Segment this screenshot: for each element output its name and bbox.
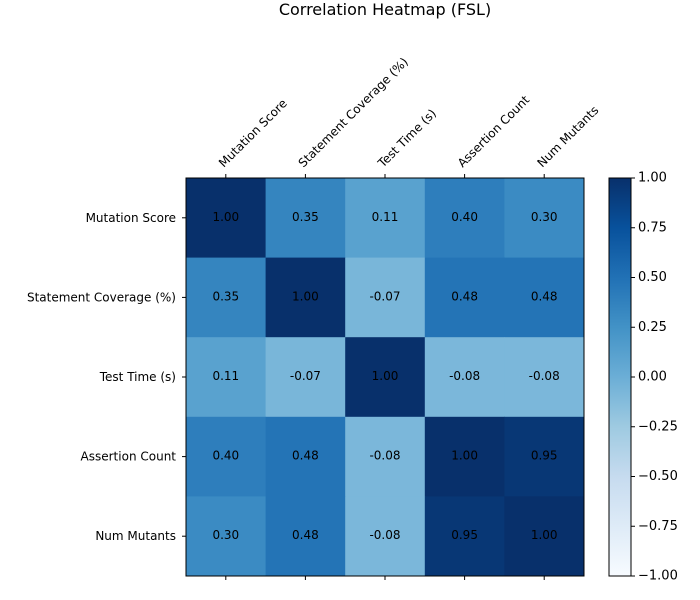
- heatmap-cell: [504, 416, 585, 497]
- cell-value-label: 0.11: [372, 210, 399, 224]
- cell-value-label: -0.08: [529, 369, 560, 383]
- heatmap-cell: [424, 178, 505, 259]
- heatmap-cell: [186, 416, 267, 497]
- cell-value-label: 0.30: [212, 528, 239, 542]
- cell-value-label: 1.00: [451, 449, 478, 463]
- cell-value-label: 1.00: [292, 289, 319, 303]
- cell-value-label: 0.11: [212, 369, 239, 383]
- heatmap-cell: [265, 496, 346, 577]
- heatmap-cell: [504, 496, 585, 577]
- chart-title: Correlation Heatmap (FSL): [279, 0, 491, 19]
- colorbar-tick-label: −1.00: [638, 569, 678, 584]
- heatmap-cell: [186, 178, 267, 259]
- colorbar-tick-label: −0.25: [638, 419, 678, 434]
- cell-value-label: 0.30: [531, 210, 558, 224]
- colorbar-gradient: [609, 178, 631, 576]
- heatmap-cell: [424, 496, 505, 577]
- colorbar-tick-label: 1.00: [638, 171, 667, 186]
- x-tick-label: Assertion Count: [455, 93, 533, 171]
- x-tick-label: Test Time (s): [375, 106, 440, 171]
- heatmap-cell: [345, 337, 426, 418]
- cell-value-label: 0.35: [292, 210, 319, 224]
- heatmap-cell: [424, 337, 505, 418]
- cell-value-label: -0.07: [290, 369, 321, 383]
- cell-value-label: 0.48: [451, 289, 478, 303]
- cell-value-label: 0.40: [212, 449, 239, 463]
- heatmap-cell: [504, 337, 585, 418]
- colorbar-ticks: 1.00 0.75 0.50 0.25 0.00 −0.25 −0.50 −0.75 −1.00: [631, 171, 678, 584]
- heatmap-cell: [345, 416, 426, 497]
- heatmap-cell: [186, 337, 267, 418]
- x-tick-label: Num Mutants: [534, 103, 601, 170]
- heatmap-cell: [424, 416, 505, 497]
- cell-value-label: -0.08: [369, 528, 400, 542]
- cell-value-label: 0.95: [451, 528, 478, 542]
- cell-value-label: 0.95: [531, 449, 558, 463]
- heatmap-cell: [345, 257, 426, 338]
- heatmap-cell: [504, 257, 585, 338]
- cell-value-label: 0.40: [451, 210, 478, 224]
- heatmap-cell: [186, 496, 267, 577]
- cell-value-label: 0.48: [531, 289, 558, 303]
- x-tick-label: Mutation Score: [216, 96, 290, 170]
- cell-value-label: 0.48: [292, 449, 319, 463]
- colorbar-tick-label: 0.25: [638, 320, 667, 335]
- colorbar-tick-label: 0.50: [638, 270, 667, 285]
- y-tick-label: Statement Coverage (%): [27, 290, 176, 304]
- cell-value-label: 1.00: [372, 369, 399, 383]
- y-tick-label: Test Time (s): [99, 370, 176, 384]
- heatmap-cell: [186, 257, 267, 338]
- heatmap-cell: [345, 178, 426, 259]
- cell-value-label: 0.48: [292, 528, 319, 542]
- y-tick-label: Assertion Count: [81, 450, 177, 464]
- heatmap-cell: [265, 257, 346, 338]
- cell-value-label: 1.00: [212, 210, 239, 224]
- y-tick-label: Num Mutants: [95, 529, 176, 543]
- colorbar-tick-label: 0.75: [638, 220, 667, 235]
- colorbar-tick-label: −0.75: [638, 519, 678, 534]
- heatmap-cell: [424, 257, 505, 338]
- cell-value-label: -0.08: [369, 449, 400, 463]
- cell-value-label: 0.35: [212, 289, 239, 303]
- y-tick-label: Mutation Score: [86, 211, 176, 225]
- colorbar-tick-label: −0.50: [638, 469, 678, 484]
- cell-value-label: 1.00: [531, 528, 558, 542]
- y-axis: Mutation Score Statement Coverage (%) Test…: [27, 211, 186, 543]
- heatmap-cell: [265, 337, 346, 418]
- colorbar: 1.00 0.75 0.50 0.25 0.00 −0.25 −0.50 −0.75 −1.00: [608, 171, 678, 584]
- cell-value-label: -0.08: [449, 369, 480, 383]
- heatmap-cells: [186, 178, 585, 577]
- heatmap-cell: [504, 178, 585, 259]
- heatmap-cell: [265, 416, 346, 497]
- heatmap-cell-labels: 1.00 0.35 0.11 0.40 0.30 0.35 1.00 -0.07 0.48 0.4…: [212, 210, 559, 542]
- cell-value-label: -0.07: [369, 289, 400, 303]
- heatmap-cell: [265, 178, 346, 259]
- heatmap-cell: [345, 496, 426, 577]
- colorbar-tick-label: 0.00: [638, 370, 667, 385]
